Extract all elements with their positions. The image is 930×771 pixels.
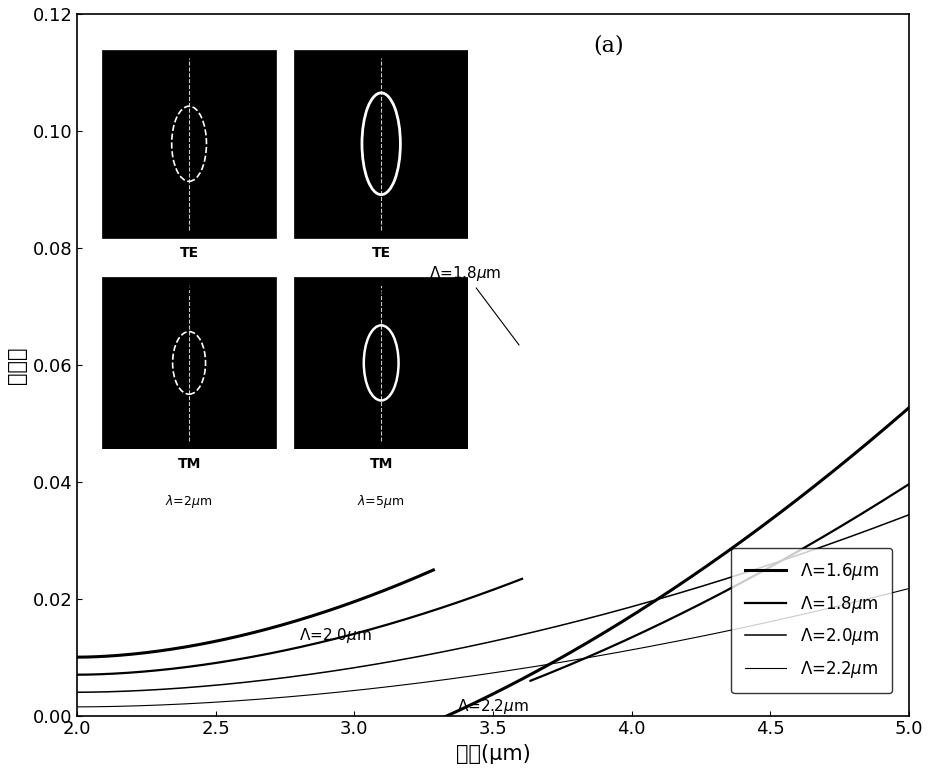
Y-axis label: 双折射: 双折射 <box>7 346 27 383</box>
Text: $\Lambda$=1.8$\mu$m: $\Lambda$=1.8$\mu$m <box>429 264 519 345</box>
Text: $\Lambda$=2.2$\mu$m: $\Lambda$=2.2$\mu$m <box>457 697 529 715</box>
Legend: $\Lambda$=1.6$\mu$m, $\Lambda$=1.8$\mu$m, $\Lambda$=2.0$\mu$m, $\Lambda$=2.2$\mu: $\Lambda$=1.6$\mu$m, $\Lambda$=1.8$\mu$m… <box>731 547 892 693</box>
Text: $\Lambda$=1.6$\mu$m: $\Lambda$=1.6$\mu$m <box>352 334 436 433</box>
X-axis label: 波长(μm): 波长(μm) <box>456 744 530 764</box>
Text: (a): (a) <box>592 35 623 57</box>
Text: $\Lambda$=2.0$\mu$m: $\Lambda$=2.0$\mu$m <box>299 627 371 645</box>
